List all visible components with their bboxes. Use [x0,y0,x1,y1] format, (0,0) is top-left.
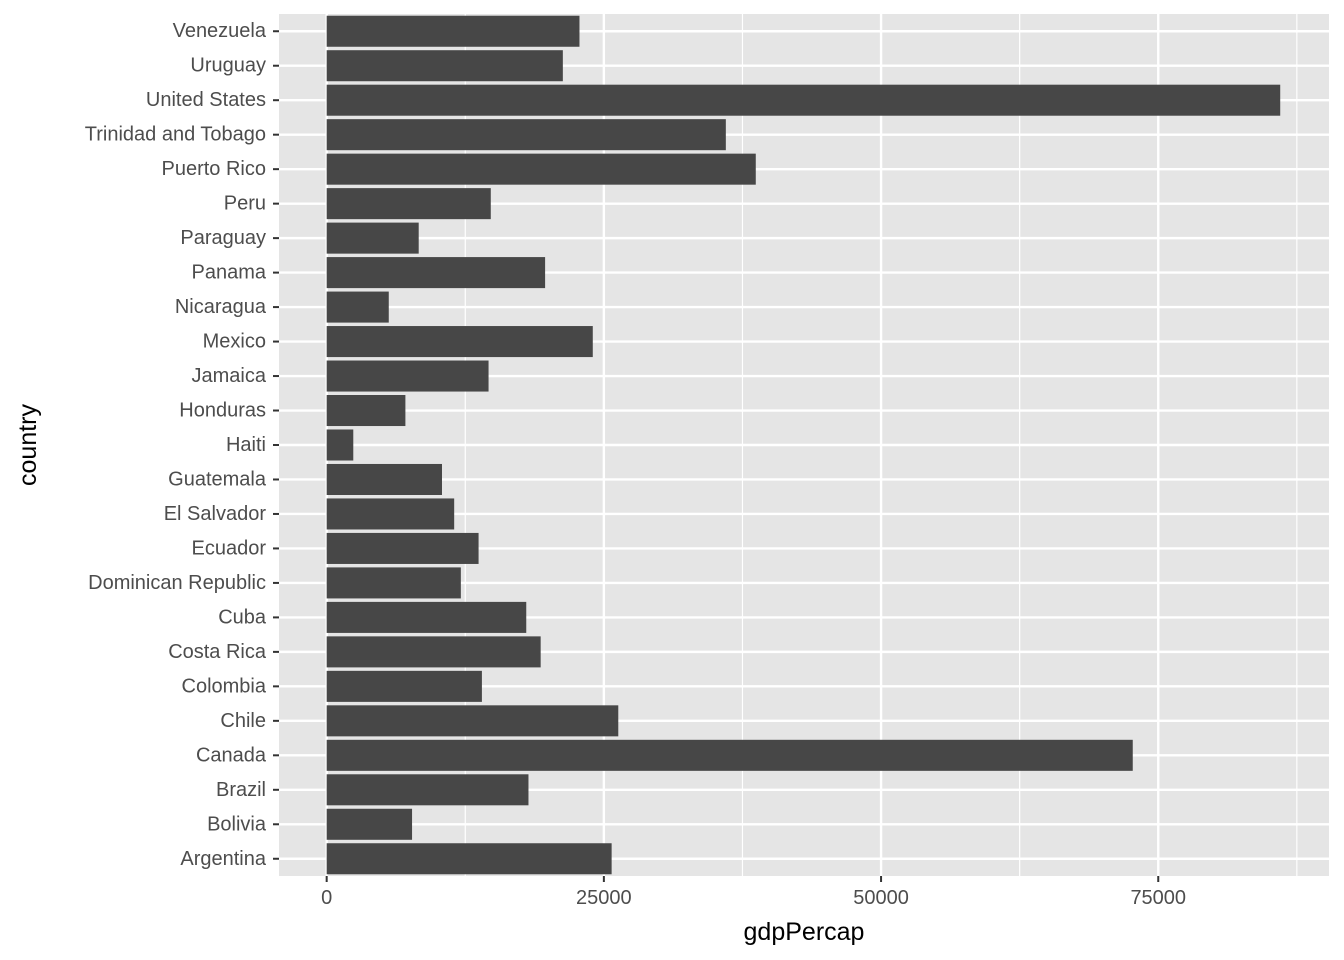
y-tick-label: Trinidad and Tobago [85,124,266,146]
y-tick-label: Cuba [218,606,267,628]
x-tick-label: 25000 [576,887,632,909]
x-tick-label: 0 [321,887,332,909]
y-tick-label: El Salvador [164,503,267,525]
y-tick-label: Uruguay [190,55,266,77]
y-tick-label: Haiti [226,434,266,456]
y-tick-label: United States [146,89,266,111]
bar-guatemala [326,463,442,495]
bar-honduras [326,395,406,427]
bar-chile [326,705,619,737]
y-tick-label: Mexico [203,331,266,353]
y-tick-label: Dominican Republic [88,572,266,594]
y-axis-title: country [14,404,42,486]
bar-dominican-republic [326,567,461,599]
y-tick-label: Costa Rica [168,641,267,663]
y-axis: Argentina Bolivia Brazil Canada Chile Colombi… [85,20,279,870]
bar-peru [326,188,491,220]
y-tick-label: Canada [196,744,267,766]
bar-el-salvador [326,498,455,530]
y-tick-label: Honduras [179,400,266,422]
bar-jamaica [326,360,489,392]
y-tick-label: Chile [220,710,266,732]
bar-costa-rica [326,636,541,668]
x-axis: 0 25000 50000 75000 [321,876,1186,909]
y-tick-label: Venezuela [173,20,267,42]
bar-uruguay [326,50,563,82]
y-tick-label: Guatemala [168,468,267,490]
bar-bolivia [326,808,413,840]
bar-canada [326,739,1133,771]
x-tick-label: 50000 [853,887,909,909]
y-tick-label: Bolivia [207,813,267,835]
bar-puerto-rico [326,153,756,185]
x-axis-title: gdpPercap [744,918,865,946]
x-tick-label: 75000 [1130,887,1186,909]
bar-brazil [326,774,529,806]
bar-colombia [326,670,482,702]
y-tick-label: Colombia [182,675,267,697]
y-tick-label: Brazil [216,779,266,801]
y-tick-label: Puerto Rico [162,158,267,180]
y-tick-label: Ecuador [192,537,267,559]
bar-paraguay [326,222,419,254]
bar-trinidad-and-tobago [326,119,726,151]
bars [326,15,1281,875]
y-tick-label: Jamaica [192,365,267,387]
bar-haiti [326,429,354,461]
y-tick-label: Peru [224,193,266,215]
bar-argentina [326,843,612,875]
bar-united-states [326,84,1281,116]
bar-ecuador [326,532,479,564]
bar-mexico [326,326,593,358]
bar-cuba [326,601,527,633]
y-tick-label: Argentina [180,848,266,870]
bar-panama [326,257,546,289]
bar-venezuela [326,15,580,47]
y-tick-label: Paraguay [180,227,266,249]
bar-nicaragua [326,291,389,323]
y-tick-label: Nicaragua [175,296,267,318]
y-tick-label: Panama [192,262,267,284]
